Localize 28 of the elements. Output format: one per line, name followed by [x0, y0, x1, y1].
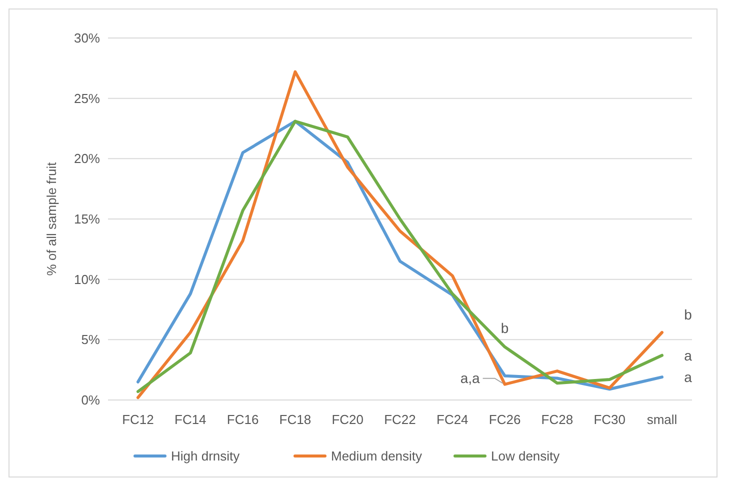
x-tick-label: FC30 — [594, 412, 626, 427]
y-tick-label: 25% — [74, 90, 100, 106]
annotation: b — [684, 306, 692, 322]
legend-label: High drnsity — [171, 448, 240, 464]
x-tick-label: FC12 — [122, 412, 154, 427]
x-tick-label: FC24 — [436, 412, 468, 427]
annotation: a — [684, 347, 692, 364]
y-tick-label: 10% — [74, 272, 100, 287]
x-tick-label: FC16 — [226, 412, 259, 427]
annotation: b — [500, 320, 509, 336]
legend-label: Medium density — [331, 448, 423, 464]
x-tick-label: FC22 — [384, 412, 416, 427]
y-axis-title: % of all sample fruit — [44, 162, 59, 276]
annotation: a,a — [460, 370, 480, 386]
y-tick-label: 0% — [81, 392, 100, 408]
x-tick-label: small — [646, 412, 678, 427]
legend-label: Low density — [491, 448, 560, 464]
x-tick-label: FC14 — [174, 412, 206, 427]
y-tick-label: 15% — [74, 212, 100, 227]
annotation: a — [684, 368, 692, 385]
x-tick-label: FC18 — [279, 412, 312, 427]
x-tick-label: FC28 — [541, 412, 574, 427]
y-tick-label: 20% — [74, 151, 100, 166]
line-series — [136, 70, 664, 400]
x-tick-label: FC26 — [488, 412, 521, 427]
y-tick-label: 30% — [74, 30, 100, 46]
y-tick-label: 5% — [81, 332, 100, 348]
x-tick-label: FC20 — [332, 412, 364, 427]
